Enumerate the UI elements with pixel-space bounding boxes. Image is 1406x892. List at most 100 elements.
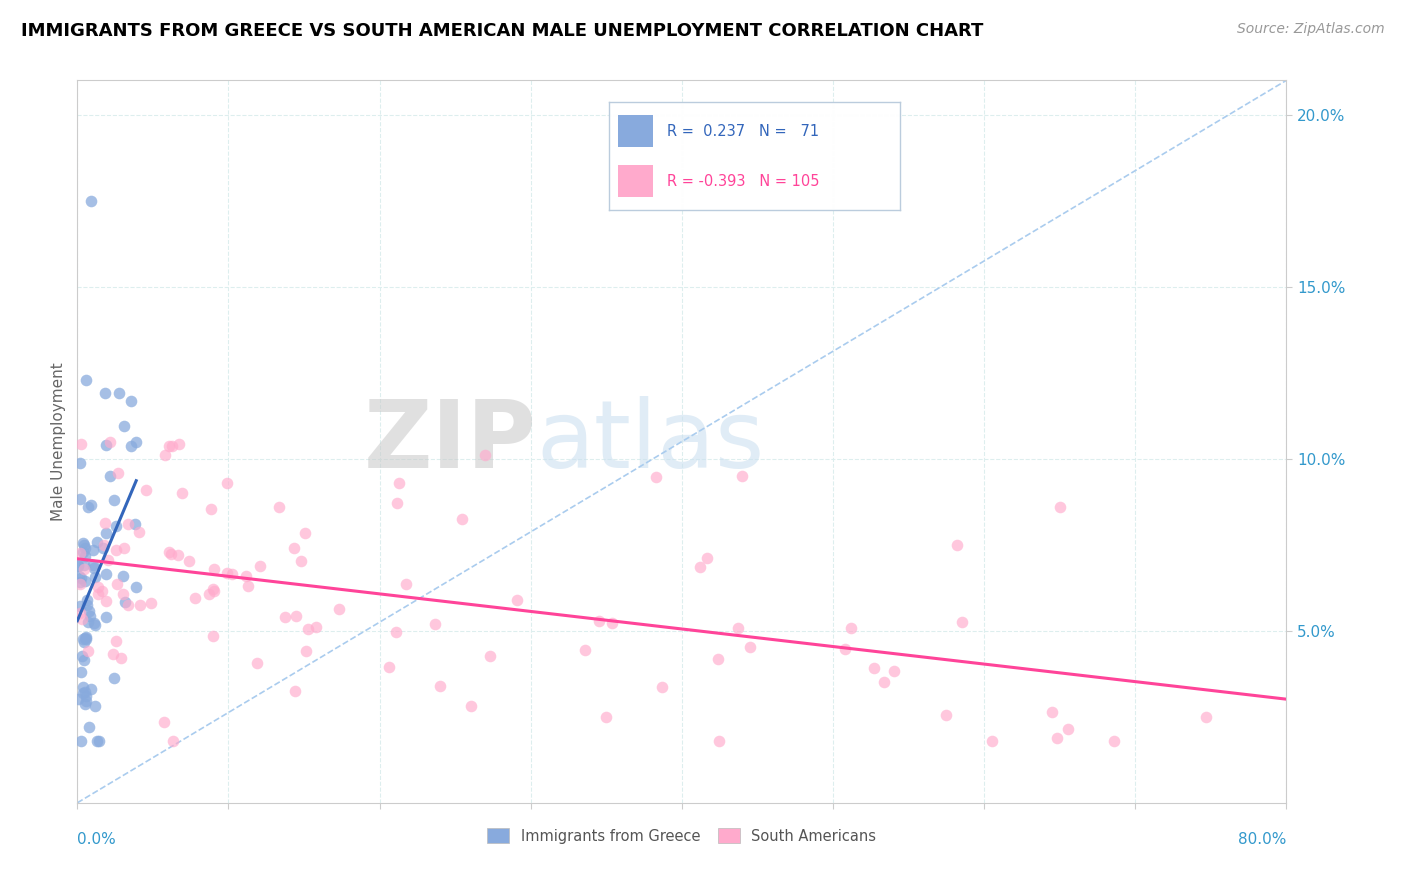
Point [378, 659, 401, 673]
Point [83, 617, 105, 632]
Point [135, 483, 157, 498]
Point [69, 457, 91, 471]
Point [269, 500, 291, 515]
Point [94, 525, 117, 540]
Point [696, 550, 718, 565]
Point [290, 554, 312, 568]
Point [75, 694, 97, 708]
Point [395, 577, 418, 591]
Point [77, 615, 100, 629]
Point [731, 469, 754, 483]
Point [235, 569, 257, 583]
Point [96, 438, 118, 452]
Point [73, 558, 96, 573]
Point [1195, 710, 1218, 724]
Point [72, 545, 94, 559]
Point [76, 500, 98, 515]
Legend: Immigrants from Greece, South Americans: Immigrants from Greece, South Americans [481, 822, 883, 850]
Point [479, 648, 502, 663]
Point [70, 648, 93, 663]
Point [1049, 500, 1071, 514]
Point [689, 559, 711, 574]
Point [98, 468, 121, 483]
Point [141, 596, 163, 610]
Point [70, 665, 93, 679]
Point [80, 498, 103, 512]
Point [600, 615, 623, 630]
Point [67, 692, 90, 706]
Point [105, 576, 128, 591]
Point [69, 492, 91, 507]
Point [238, 578, 260, 592]
Point [162, 439, 184, 453]
Y-axis label: Male Unemployment: Male Unemployment [51, 362, 66, 521]
Point [75, 630, 97, 644]
Point [153, 448, 176, 462]
Point [284, 684, 307, 698]
Point [120, 393, 142, 408]
Point [76, 643, 98, 657]
Point [198, 587, 221, 601]
Point [1056, 722, 1078, 736]
Point [87, 587, 110, 601]
Text: atlas: atlas [537, 395, 765, 488]
Text: ZIP: ZIP [364, 395, 537, 488]
Point [89, 734, 111, 748]
Point [70, 612, 93, 626]
Point [1102, 734, 1125, 748]
Point [82, 542, 104, 557]
Point [460, 699, 482, 714]
Point [76, 593, 98, 607]
Point [727, 621, 749, 635]
Point [79, 609, 101, 624]
Point [73, 537, 96, 551]
Point [69, 576, 91, 591]
Point [157, 439, 180, 453]
Point [202, 582, 225, 597]
Point [72, 681, 94, 695]
Point [425, 617, 447, 632]
Point [72, 536, 94, 550]
Point [128, 524, 150, 539]
Point [883, 665, 905, 679]
Text: IMMIGRANTS FROM GREECE VS SOUTH AMERICAN MALE UNEMPLOYMENT CORRELATION CHART: IMMIGRANTS FROM GREECE VS SOUTH AMERICAN… [21, 22, 983, 40]
Point [125, 580, 148, 594]
Point [67, 558, 90, 572]
Point [112, 418, 135, 433]
Point [83, 615, 105, 630]
Point [86, 734, 108, 748]
Point [160, 548, 183, 562]
Point [114, 595, 136, 609]
Point [202, 562, 225, 576]
Point [96, 567, 118, 582]
Point [69, 546, 91, 560]
Text: 0.0%: 0.0% [77, 831, 117, 847]
Point [83, 560, 105, 574]
Point [128, 598, 150, 612]
Point [506, 593, 529, 607]
Point [387, 496, 409, 510]
Point [305, 619, 328, 633]
Point [70, 734, 93, 748]
Point [105, 634, 128, 648]
Point [84, 569, 107, 583]
Point [283, 541, 305, 555]
Point [112, 587, 135, 601]
Point [80, 681, 103, 696]
Point [75, 697, 97, 711]
Point [863, 660, 886, 674]
Point [117, 598, 139, 612]
Point [112, 541, 135, 555]
Point [834, 641, 856, 656]
Point [200, 501, 222, 516]
Point [738, 640, 761, 654]
Point [328, 602, 350, 616]
Point [839, 621, 862, 635]
Point [249, 558, 271, 573]
Point [67, 569, 90, 583]
Point [651, 680, 673, 694]
Point [73, 541, 96, 555]
Point [73, 685, 96, 699]
Point [73, 562, 96, 576]
Point [1040, 705, 1063, 719]
